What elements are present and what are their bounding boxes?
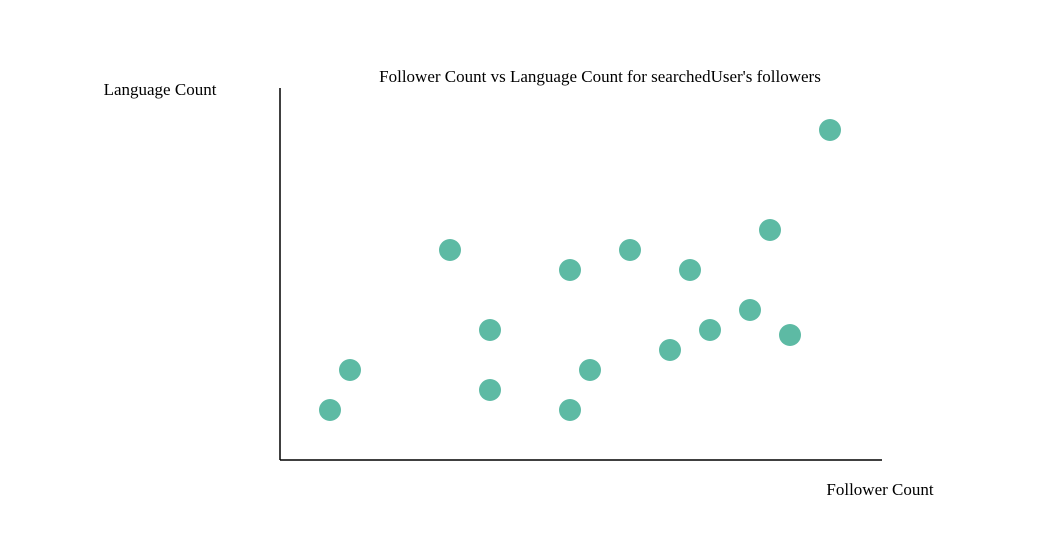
data-point-4 bbox=[479, 379, 501, 401]
data-point-15 bbox=[779, 324, 801, 346]
data-point-12 bbox=[699, 319, 721, 341]
data-point-2 bbox=[339, 359, 361, 381]
data-points bbox=[319, 119, 841, 421]
data-point-13 bbox=[739, 299, 761, 321]
data-point-8 bbox=[579, 359, 601, 381]
data-point-14 bbox=[759, 219, 781, 241]
data-point-9 bbox=[619, 239, 641, 261]
x-axis-label: Follower Count bbox=[826, 480, 933, 499]
data-point-7 bbox=[559, 259, 581, 281]
data-point-6 bbox=[559, 399, 581, 421]
data-point-10 bbox=[659, 339, 681, 361]
chart-title: Follower Count vs Language Count for sea… bbox=[379, 67, 821, 86]
data-point-16 bbox=[819, 119, 841, 141]
data-point-11 bbox=[679, 259, 701, 281]
data-point-1 bbox=[319, 399, 341, 421]
data-point-3 bbox=[439, 239, 461, 261]
data-point-5 bbox=[479, 319, 501, 341]
y-axis-label: Language Count bbox=[104, 80, 217, 99]
